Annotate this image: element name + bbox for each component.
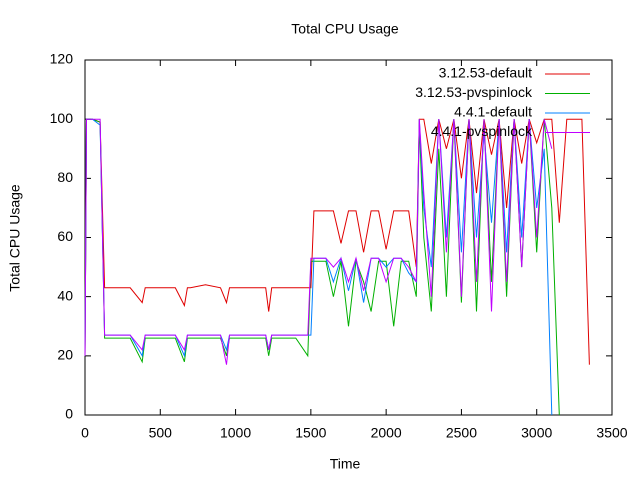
legend-label: 4.4.1-pvspinlock xyxy=(431,123,533,139)
series-line xyxy=(84,118,590,365)
legend-label: 3.12.53-default xyxy=(439,65,533,81)
x-tick-label: 500 xyxy=(149,425,173,441)
y-tick-label: 100 xyxy=(50,110,74,126)
chart-title: Total CPU Usage xyxy=(291,21,399,37)
plot-border xyxy=(84,59,613,416)
x-tick-label: 1000 xyxy=(220,425,251,441)
x-tick-label: 3500 xyxy=(596,425,627,441)
legend-label: 3.12.53-pvspinlock xyxy=(415,84,533,100)
y-tick-label: 20 xyxy=(57,347,73,363)
y-axis-label: Total CPU Usage xyxy=(7,184,23,292)
y-tick-label: 0 xyxy=(65,406,73,422)
series-line xyxy=(84,118,553,365)
y-tick-label: 80 xyxy=(57,169,73,185)
x-tick-label: 1500 xyxy=(295,425,326,441)
x-axis-label: Time xyxy=(330,456,361,472)
x-tick-label: 3000 xyxy=(521,425,552,441)
x-tick-label: 2000 xyxy=(371,425,402,441)
legend-label: 4.4.1-default xyxy=(454,104,532,120)
y-tick-label: 120 xyxy=(50,51,74,67)
y-tick-label: 40 xyxy=(57,287,73,303)
series-line xyxy=(84,118,560,416)
x-tick-label: 0 xyxy=(81,425,89,441)
y-tick-label: 60 xyxy=(57,228,73,244)
x-tick-label: 2500 xyxy=(446,425,477,441)
